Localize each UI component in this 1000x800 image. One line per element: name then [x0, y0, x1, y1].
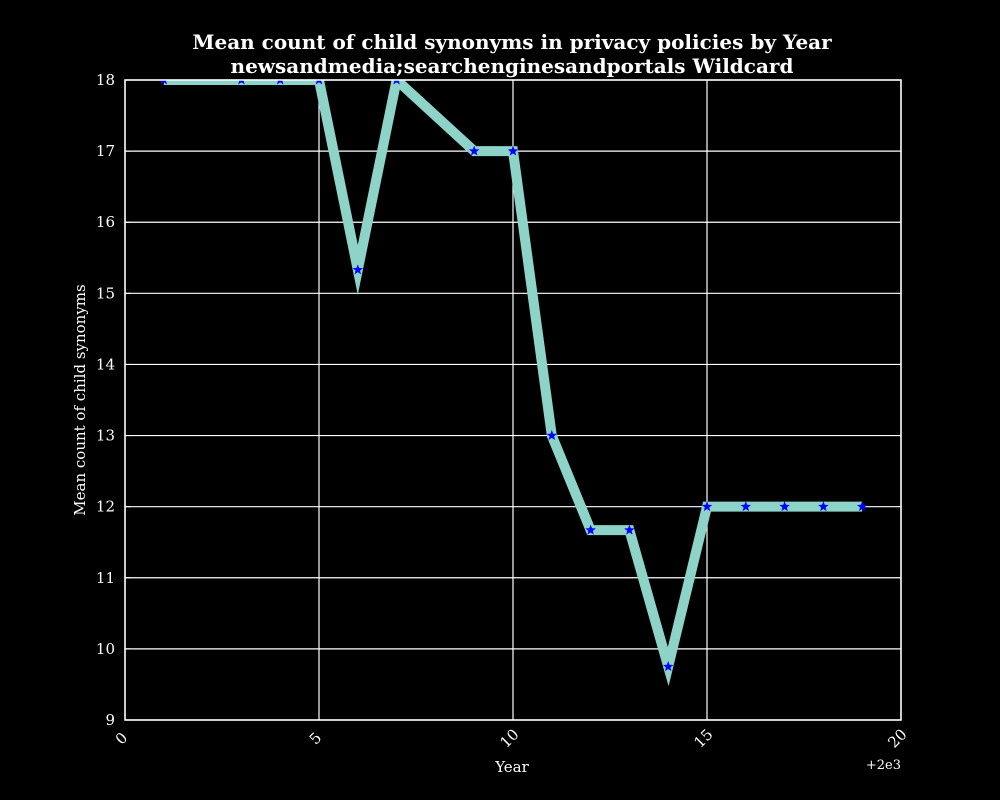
data-point — [624, 524, 635, 535]
chart-subtitle: newsandmedia;searchenginesandportals Wil… — [231, 54, 794, 78]
y-axis-label: Mean count of child synonyms — [71, 284, 89, 515]
y-tick-label: 12 — [96, 498, 115, 516]
data-point — [315, 80, 323, 85]
x-tick-label: 0 — [112, 729, 131, 748]
data-point — [160, 80, 168, 85]
y-tick-label: 17 — [96, 142, 115, 160]
data-point — [662, 661, 674, 672]
x-tick-label: 15 — [690, 725, 716, 751]
data-point — [238, 80, 245, 85]
y-axis: 9 10 11 12 13 14 15 16 17 18 — [96, 71, 131, 729]
data-point — [779, 501, 790, 512]
data-point — [585, 524, 596, 535]
y-tick-label: 15 — [96, 284, 115, 302]
data-point — [818, 501, 829, 512]
data-point — [468, 145, 480, 156]
y-tick-label: 11 — [96, 569, 115, 587]
y-tick-label: 14 — [96, 355, 115, 373]
data-point — [276, 80, 284, 85]
data-point — [740, 501, 752, 512]
x-tick-label: 5 — [306, 729, 325, 748]
data-point — [701, 501, 713, 512]
x-tick-label: 20 — [884, 725, 910, 751]
y-tick-label: 18 — [96, 71, 115, 89]
y-tick-label: 13 — [96, 427, 115, 445]
y-tick-label: 10 — [96, 640, 115, 658]
data-point — [352, 264, 364, 275]
x-tick-label: 10 — [496, 725, 522, 751]
data-point — [393, 80, 400, 85]
x-axis-offset-label: +2e3 — [866, 758, 901, 773]
series-layer — [160, 80, 868, 687]
data-point — [507, 145, 519, 156]
data-point — [546, 430, 558, 441]
y-tick-label: 16 — [96, 213, 115, 231]
y-tick-label: 9 — [105, 711, 115, 729]
data-point — [856, 501, 868, 512]
x-axis-label: Year — [494, 758, 529, 776]
chart-title: Mean count of child synonyms in privacy … — [192, 30, 832, 54]
